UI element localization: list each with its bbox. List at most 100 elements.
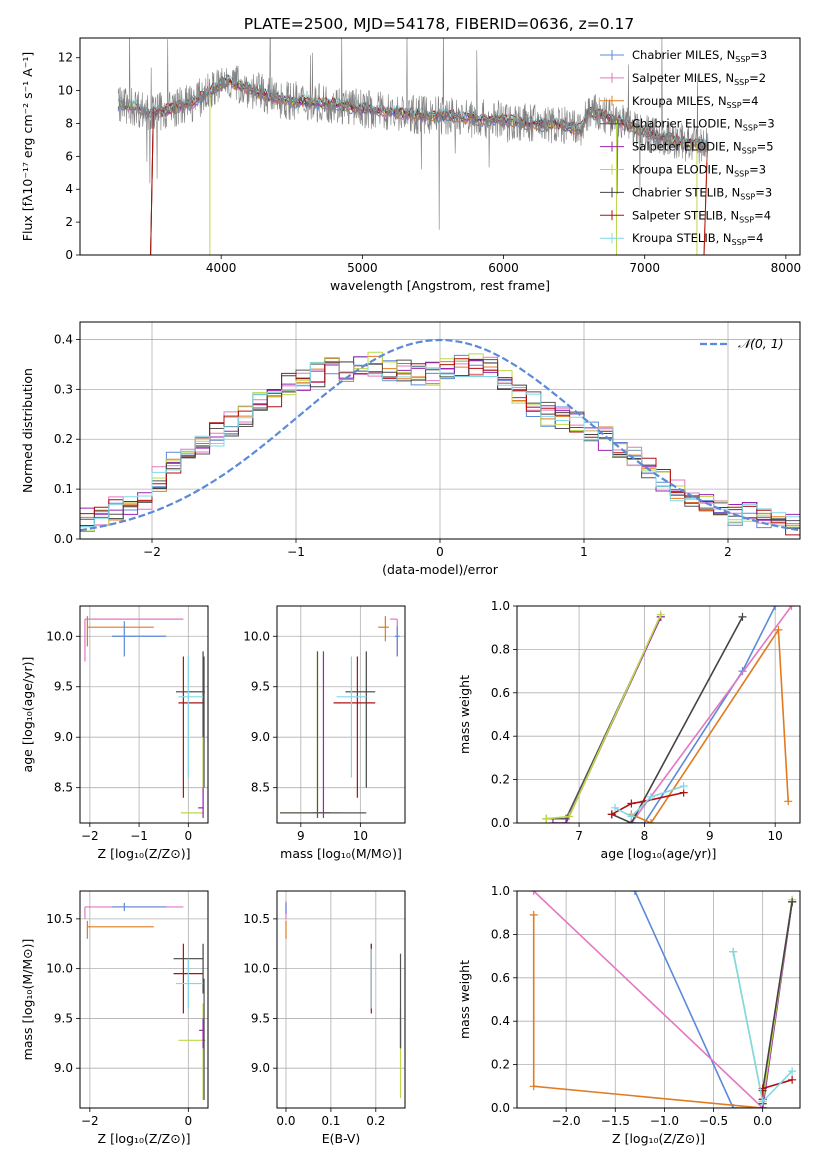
y-axis-label: age [log₁₀(age/yr)] (20, 657, 35, 773)
weight_vs_Z-frame (516, 890, 801, 1109)
legend-label: Kroupa MILES, NSSP=4 (632, 94, 758, 110)
weight-point-marker (562, 819, 571, 823)
weight-point-marker (774, 625, 783, 634)
mass_vs_EBV-axes: 0.0 0.1 0.2 9.0 9.5 10.0 10.5 E(B-V) (243, 891, 405, 1146)
weight-point-marker (627, 799, 636, 808)
legend-label: Salpeter ELODIE, NSSP=5 (632, 140, 774, 156)
legend-label: Kroupa ELODIE, NSSP=3 (632, 163, 766, 179)
y-axis-label: mass weight (457, 675, 472, 754)
x-axis-label: age [log₁₀(age/yr)] (601, 846, 717, 861)
legend-subscript: SSP (743, 124, 758, 133)
y-tick-label: 10.0 (46, 962, 73, 976)
weight-point-marker (738, 612, 747, 621)
weight-point-marker (646, 792, 655, 801)
x-tick-label: −1 (130, 829, 148, 843)
weight-point-marker (565, 812, 574, 821)
weight-point-marker (729, 947, 738, 956)
legend-label: Salpeter STELIB, NSSP=4 (632, 208, 771, 224)
mass_vs_Z-axes: −2 0 9.0 9.5 10.0 10.5 Z [log₁₀(Z/Z⊙)] mass [lo… (20, 891, 208, 1146)
legend-nssp: =4 (747, 231, 764, 245)
age_vs_mass-axes: 9 10 8.5 9.0 9.5 10.0 mass [log₁₀(M/M⊙)] (243, 606, 405, 861)
model-spectrum-line (150, 74, 708, 255)
weight_vs_age-axes: 7 8 9 10 0.0 0.2 0.4 0.6 0.8 1.0 age [log₁₀(age/yr… (457, 599, 800, 861)
model-spectrum-line (150, 79, 708, 255)
x-tick-label: 10 (768, 829, 783, 843)
x-tick-label: 5000 (347, 261, 378, 275)
legend-subscript: SSP (739, 215, 754, 224)
x-axis-label: Z [log₁₀(Z/Z⊙)] (98, 846, 191, 861)
legend-nssp: =3 (758, 117, 775, 131)
legend-subscript: SSP (734, 170, 749, 179)
weight-point-marker (788, 1075, 797, 1084)
y-tick-label: 10.0 (46, 629, 73, 643)
legend-subscript: SSP (732, 238, 747, 247)
weight-series-line (611, 791, 684, 816)
x-tick-label: −1.5 (601, 1114, 630, 1128)
weight-point-marker (529, 910, 538, 919)
y-axis-label: Normed distribution (20, 368, 35, 493)
y-tick-label: 0.8 (491, 642, 510, 656)
mass_vs_Z-frame (79, 890, 209, 1109)
spectrum-axes: 4000 5000 6000 7000 8000 0 2 4 6 8 10 12 wavelength … (20, 51, 801, 293)
y-tick-label: 0.0 (491, 1101, 510, 1115)
weight-point-marker (788, 897, 797, 906)
age_vs_Z-axes: −2 −1 0 8.5 9.0 9.5 10.0 Z [log₁₀(Z/Z⊙)] age [lo… (20, 606, 208, 861)
model-spectrum-line (150, 76, 708, 255)
y-tick-label: 1.0 (491, 884, 510, 898)
y-axis-label: mass [log₁₀(M/M⊙)] (20, 939, 35, 1061)
legend-nssp: =4 (742, 94, 759, 108)
weight-point-marker (607, 810, 616, 819)
y-tick-label: 2 (65, 215, 73, 229)
y-tick-label: 0.4 (54, 332, 73, 346)
y-tick-label: 10.0 (243, 629, 270, 643)
weight-point-marker (788, 1067, 797, 1076)
weight-point-marker (627, 812, 636, 821)
legend-subscript: SSP (727, 101, 742, 110)
x-tick-label: 0.1 (321, 1114, 340, 1128)
legend-nssp: =3 (749, 163, 766, 177)
legend-text: Chabrier ELODIE, N (632, 117, 743, 131)
y-tick-label: 8.5 (251, 781, 270, 795)
x-tick-label: −1.0 (650, 1114, 679, 1128)
legend-label: Kroupa STELIB, NSSP=4 (632, 231, 763, 247)
weight-point-marker (784, 797, 793, 806)
weight-point-marker (758, 1097, 767, 1106)
x-axis-label: Z [log₁₀(Z/Z⊙)] (98, 1131, 191, 1146)
y-tick-label: 0.2 (491, 1058, 510, 1072)
y-tick-label: 9.5 (251, 1011, 270, 1025)
legend-label: Chabrier STELIB, NSSP=3 (632, 185, 772, 201)
x-axis-label: (data-model)/error (382, 562, 499, 577)
legend-nssp: =4 (754, 208, 771, 222)
weight-series-line (630, 606, 793, 823)
legend-subscript: SSP (735, 55, 750, 64)
weight-point-marker (529, 1082, 538, 1091)
weight-series-line (532, 914, 763, 1108)
y-tick-label: 4 (65, 182, 73, 196)
normal-legend-label: 𝒩(0, 1) (738, 336, 784, 351)
y-tick-label: 10 (58, 84, 73, 98)
legend-text: Kroupa MILES, N (632, 94, 727, 108)
weight-point-marker (611, 803, 620, 812)
x-axis-label: Z [log₁₀(Z/Z⊙)] (612, 1131, 705, 1146)
legend-label: Salpeter MILES, NSSP=2 (632, 71, 766, 87)
y-tick-label: 6 (65, 149, 73, 163)
x-tick-label: 9 (297, 829, 305, 843)
weight-series-line (631, 627, 789, 823)
weight-point-marker (529, 891, 538, 895)
x-tick-label: 2 (724, 545, 732, 559)
x-axis-label: mass [log₁₀(M/M⊙)] (280, 846, 402, 861)
weight-series-line (533, 891, 764, 1108)
x-tick-label: −2 (143, 545, 161, 559)
weight-point-marker (656, 610, 665, 619)
legend-text: Chabrier MILES, N (632, 48, 735, 62)
y-tick-label: 10.0 (243, 962, 270, 976)
x-tick-label: −0.5 (699, 1114, 728, 1128)
weight-series-line (611, 616, 744, 823)
x-tick-label: 8000 (771, 261, 802, 275)
weight-series-line (634, 891, 763, 1108)
y-tick-label: 0.6 (491, 686, 510, 700)
legend-text: Kroupa ELODIE, N (632, 163, 734, 177)
x-tick-label: 0 (184, 1114, 192, 1128)
